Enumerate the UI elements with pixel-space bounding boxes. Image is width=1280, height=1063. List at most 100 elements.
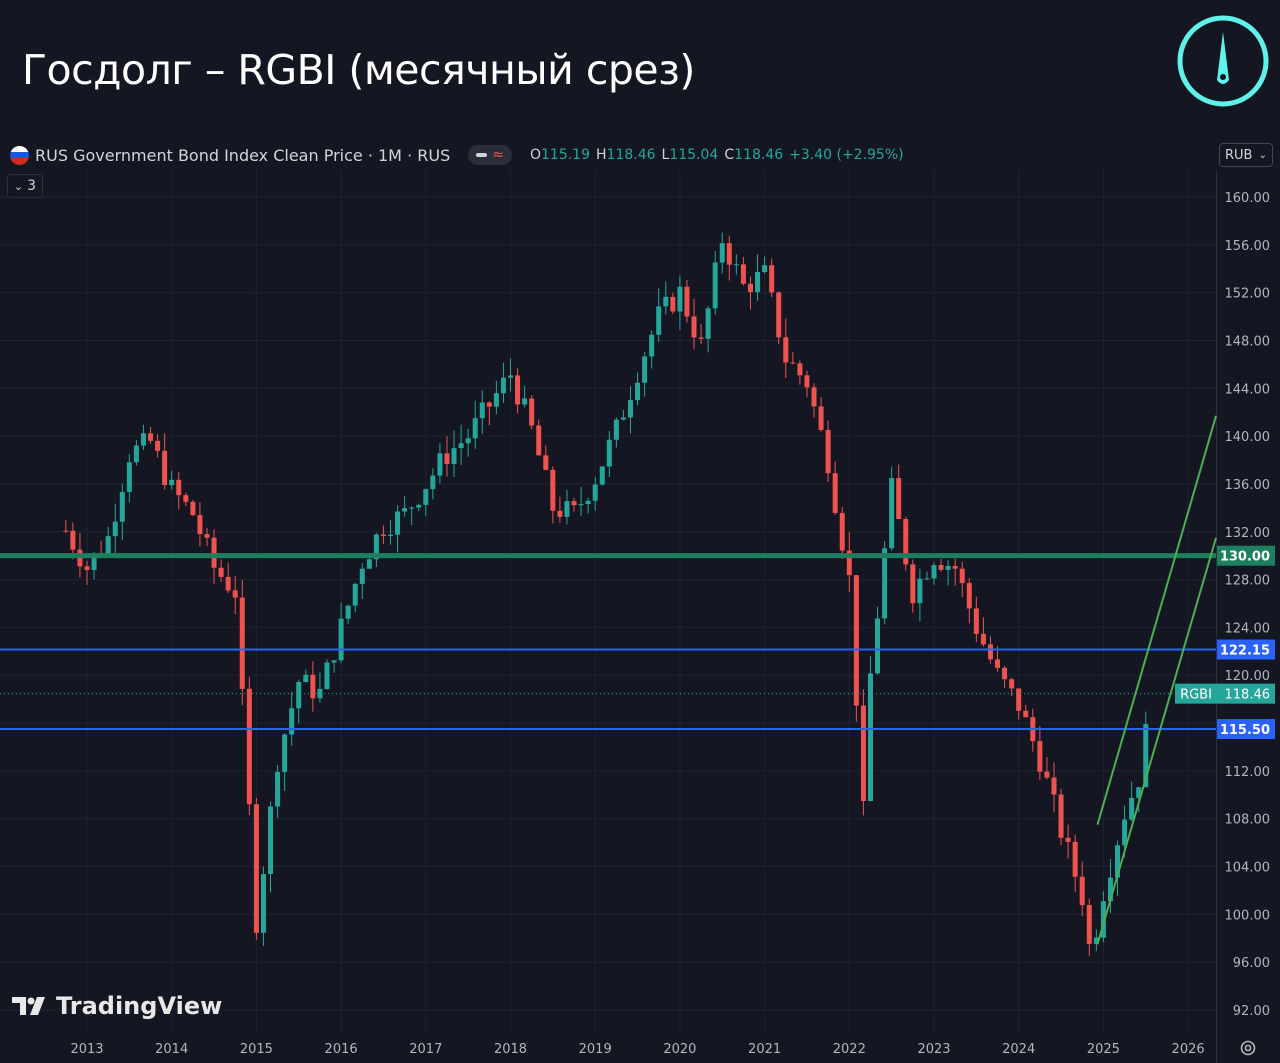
candle-body [627,400,633,418]
candle-body [430,475,436,490]
candle-body [769,265,775,293]
x-tick-label: 2019 [579,1042,612,1057]
candle [613,417,619,448]
candle-body [818,406,824,430]
y-tick-label: 100.00 [1225,908,1271,923]
y-tick-label: 136.00 [1225,478,1271,493]
candle-body [670,296,676,312]
candle-body [112,521,118,537]
candle [275,765,281,818]
candle [486,401,492,426]
candle [959,561,965,598]
level-price-label: 122.15 [1220,644,1270,659]
price-axis-separator [1216,170,1217,1063]
candle [832,461,838,515]
candle [246,676,252,815]
candle-body [910,564,916,604]
candle-body [416,504,422,508]
candle-body [486,402,492,407]
candle-body [557,510,563,517]
candle-body [133,445,139,463]
candle [395,505,401,553]
candle-body [924,578,930,580]
candle [875,606,881,675]
candle-body [698,337,704,339]
candle-body [1030,717,1036,742]
level-price-tag [1217,719,1275,740]
candle [726,235,732,281]
currency-select[interactable]: RUB ⌄ [1219,143,1273,167]
candle-body [91,553,97,570]
candle [839,507,845,559]
legend-pill[interactable]: ≈ [468,145,512,165]
low-label: L [661,147,670,163]
candle [402,495,408,517]
candle [176,472,182,510]
candle-body [543,455,549,470]
candle [1093,929,1099,952]
candle-body [225,576,231,591]
candle-body [783,337,789,363]
candle-body [493,393,499,407]
candle [995,646,1001,672]
candle-body [755,272,761,293]
candle-body [684,286,690,317]
candle-body [762,265,768,273]
candle-body [1079,876,1085,906]
candle [317,672,323,703]
x-tick-label: 2014 [155,1042,188,1057]
candle-body [169,479,175,486]
candle-body [84,566,90,570]
candle-body [776,292,782,338]
candle-body [176,479,182,496]
candle [536,419,542,456]
candle [268,801,274,893]
settings-gear-icon[interactable] [1238,1038,1258,1058]
indicator-count: 3 [27,178,37,194]
y-tick-label: 108.00 [1225,813,1271,828]
candle-body [260,874,266,933]
candle [1129,781,1135,822]
indicators-toggle-button[interactable]: ⌄ 3 [7,174,43,198]
candle-body [70,530,76,550]
candle [409,506,415,525]
candle [515,368,521,414]
open-label: O [529,147,541,163]
last-price-symbol-tag [1175,683,1217,704]
candle-body [246,688,252,805]
candle [620,410,626,421]
candle [755,254,761,301]
candle [211,529,217,584]
candle [889,466,895,552]
candle-body [889,478,895,549]
y-tick-label: 96.00 [1233,956,1270,971]
candle [924,571,930,581]
candle-body [564,501,570,517]
candle-body [966,583,972,609]
candle [423,488,429,517]
candle-body [1072,841,1078,877]
level-price-label: 130.00 [1220,550,1270,565]
candle [1143,711,1149,788]
candle-body [882,548,888,619]
candle [733,254,739,275]
candle-body [1136,787,1142,798]
candle-body [896,478,902,520]
currency-value: RUB [1225,147,1253,163]
candle-body [952,565,958,569]
candle [359,563,365,600]
candle [543,445,549,471]
candle [1009,677,1015,697]
candle [860,689,866,816]
candle-body [444,453,450,465]
candle-body [105,536,111,555]
candle-body [917,578,923,604]
candle-body [1009,679,1015,689]
symbol-title[interactable]: RUS Government Bond Index Clean Price · … [35,145,451,165]
candle-body [275,771,281,807]
y-tick-label: 128.00 [1225,574,1271,589]
candle [239,579,245,706]
candle-body [1002,667,1008,680]
candle-body [726,243,732,265]
trend-channel-line [1096,415,1218,825]
